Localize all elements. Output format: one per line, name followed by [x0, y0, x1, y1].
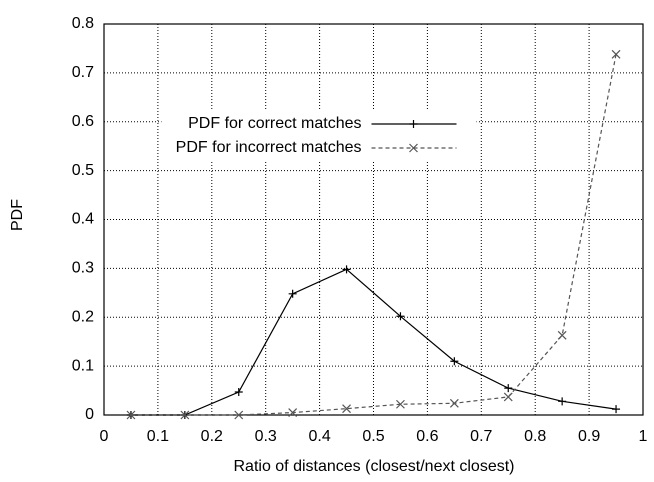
y-tick-label: 0.2 [72, 308, 94, 325]
plot-frame [103, 23, 644, 416]
marker [396, 399, 405, 409]
x-tick-label: 0.6 [416, 428, 438, 445]
y-tick-label: 0.5 [72, 162, 94, 179]
x-tick-label: 0.3 [255, 428, 277, 445]
marker [612, 405, 621, 414]
marker [449, 398, 459, 408]
x-tick-label: 0.4 [308, 428, 330, 445]
legend-box [161, 110, 477, 160]
legend-label: PDF for correct matches [188, 115, 361, 132]
marker [126, 410, 136, 420]
x-tick-label: 0.2 [201, 428, 223, 445]
marker [234, 388, 243, 397]
legend-label: PDF for incorrect matches [176, 139, 362, 156]
marker [342, 265, 351, 274]
y-tick-label: 0.8 [72, 15, 94, 32]
marker [503, 392, 513, 402]
marker [450, 357, 459, 366]
marker [288, 289, 297, 298]
marker [558, 397, 567, 406]
y-tick-label: 0.4 [72, 211, 94, 228]
marker [396, 312, 405, 321]
marker [342, 404, 351, 414]
y-axis-label: PDF [9, 199, 26, 231]
x-axis-label: Ratio of distances (closest/next closest… [233, 458, 514, 475]
marker [504, 384, 513, 393]
marker [409, 120, 418, 128]
x-tick-label: 0.8 [524, 428, 546, 445]
marker [180, 410, 190, 420]
marker [288, 408, 298, 417]
marker [557, 330, 567, 340]
x-tick-label: 1 [639, 428, 648, 445]
marker [234, 410, 244, 420]
y-tick-label: 0.3 [72, 260, 94, 277]
y-tick-label: 0.1 [72, 357, 94, 374]
x-tick-label: 0.5 [362, 428, 384, 445]
x-tick-label: 0.7 [470, 428, 492, 445]
marker [409, 143, 418, 153]
x-tick-label: 0.9 [578, 428, 600, 445]
y-tick-label: 0.6 [72, 113, 94, 130]
x-tick-label: 0.1 [147, 428, 169, 445]
series-line [130, 268, 617, 416]
y-tick-label: 0 [85, 406, 94, 423]
marker [611, 49, 621, 59]
x-tick-label: 0 [100, 428, 109, 445]
y-tick-label: 0.7 [72, 64, 94, 81]
series-line [130, 54, 617, 416]
